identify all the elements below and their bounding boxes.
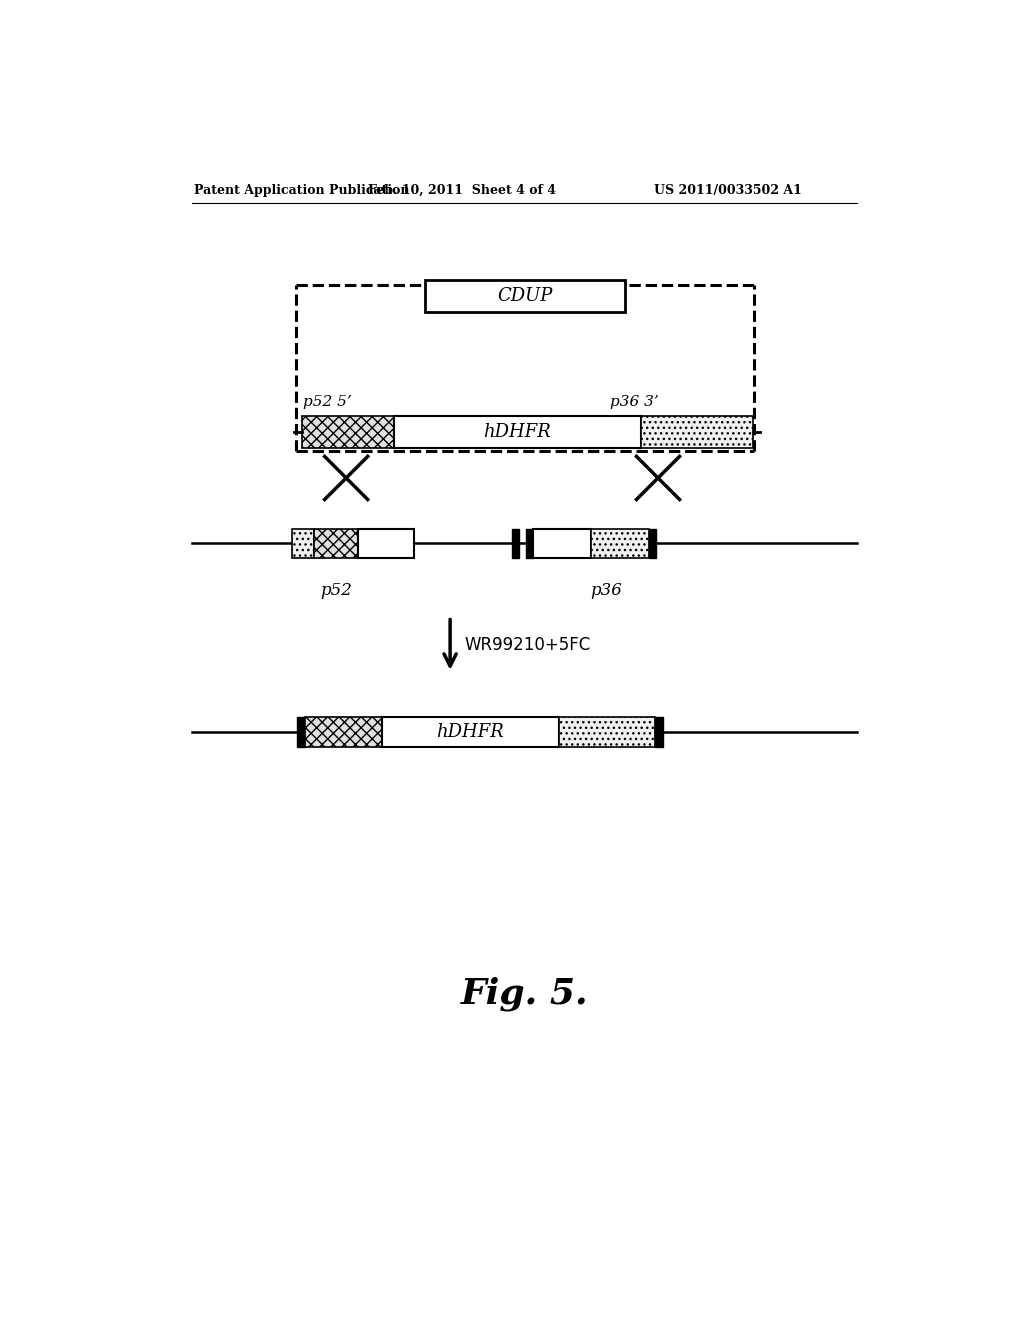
Bar [394, 416, 641, 447]
Bar [534, 529, 591, 558]
Text: Feb. 10, 2011  Sheet 4 of 4: Feb. 10, 2011 Sheet 4 of 4 [368, 185, 556, 197]
Bar [512, 529, 519, 558]
Bar [313, 529, 358, 558]
Text: hDHFR: hDHFR [483, 422, 551, 441]
Bar [297, 717, 304, 747]
Bar [358, 529, 414, 558]
Text: CDUP: CDUP [497, 288, 553, 305]
Bar [655, 717, 663, 747]
Bar [591, 529, 649, 558]
Text: p36 3’: p36 3’ [610, 395, 659, 409]
Bar [425, 280, 625, 313]
Text: hDHFR: hDHFR [436, 723, 504, 741]
Bar [292, 529, 313, 558]
Text: Patent Application Publication: Patent Application Publication [194, 185, 410, 197]
Bar [649, 529, 656, 558]
Bar [301, 416, 394, 447]
Text: US 2011/0033502 A1: US 2011/0033502 A1 [654, 185, 802, 197]
Bar [559, 717, 655, 747]
Bar [382, 717, 559, 747]
Bar [525, 529, 534, 558]
Text: p52 5’: p52 5’ [303, 395, 352, 409]
Bar [304, 717, 382, 747]
Text: WR99210+5FC: WR99210+5FC [464, 636, 590, 653]
Bar [641, 416, 753, 447]
Text: p36: p36 [591, 582, 623, 599]
Text: Fig. 5.: Fig. 5. [461, 977, 589, 1011]
Text: p52: p52 [321, 582, 352, 599]
